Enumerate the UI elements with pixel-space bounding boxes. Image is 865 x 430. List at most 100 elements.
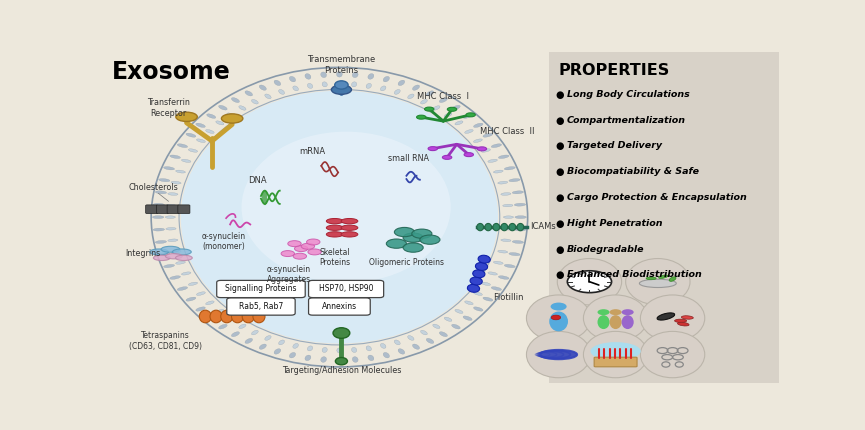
Ellipse shape: [407, 94, 414, 99]
Ellipse shape: [293, 344, 298, 348]
Ellipse shape: [625, 258, 690, 305]
Ellipse shape: [517, 224, 523, 231]
Ellipse shape: [407, 335, 414, 340]
Text: ●: ●: [556, 116, 565, 126]
Ellipse shape: [232, 98, 240, 102]
Text: Compartmentalization: Compartmentalization: [567, 116, 686, 125]
Ellipse shape: [497, 250, 508, 253]
Ellipse shape: [670, 277, 676, 281]
Ellipse shape: [232, 310, 244, 323]
Ellipse shape: [215, 121, 224, 125]
Text: Rab5, Rab7: Rab5, Rab7: [239, 302, 283, 311]
Ellipse shape: [503, 216, 514, 218]
Text: ●: ●: [556, 141, 565, 151]
Text: Signalling Proteins: Signalling Proteins: [225, 285, 297, 294]
Ellipse shape: [465, 129, 473, 133]
Ellipse shape: [177, 144, 188, 147]
Ellipse shape: [265, 94, 271, 99]
Ellipse shape: [473, 292, 483, 295]
Circle shape: [551, 315, 561, 320]
Ellipse shape: [321, 357, 326, 362]
Ellipse shape: [293, 86, 298, 91]
Text: MHC Class  I: MHC Class I: [417, 92, 470, 101]
Ellipse shape: [640, 332, 705, 378]
Ellipse shape: [293, 253, 306, 259]
Text: HSP70, HSP90: HSP70, HSP90: [319, 285, 374, 294]
Ellipse shape: [189, 149, 197, 152]
Ellipse shape: [351, 82, 356, 87]
Ellipse shape: [527, 332, 591, 378]
Ellipse shape: [195, 123, 205, 127]
Ellipse shape: [491, 144, 502, 147]
Circle shape: [551, 303, 567, 310]
Ellipse shape: [465, 301, 473, 305]
Ellipse shape: [509, 252, 520, 256]
Ellipse shape: [279, 340, 285, 345]
Ellipse shape: [394, 340, 400, 345]
Ellipse shape: [675, 319, 687, 322]
Ellipse shape: [478, 255, 490, 263]
Ellipse shape: [426, 91, 434, 96]
Ellipse shape: [186, 297, 195, 301]
Ellipse shape: [170, 155, 181, 159]
Ellipse shape: [158, 252, 170, 256]
Ellipse shape: [321, 72, 326, 77]
Ellipse shape: [252, 330, 259, 335]
Text: ●: ●: [556, 90, 565, 100]
Text: Cargo Protection & Encapsulation: Cargo Protection & Encapsulation: [567, 193, 746, 202]
Ellipse shape: [497, 181, 508, 184]
Ellipse shape: [307, 83, 313, 89]
Ellipse shape: [336, 357, 348, 365]
Text: Targeting/Adhesion Molecules: Targeting/Adhesion Molecules: [282, 366, 401, 375]
Ellipse shape: [163, 264, 175, 267]
Ellipse shape: [336, 81, 342, 86]
Ellipse shape: [512, 240, 523, 243]
Ellipse shape: [463, 316, 472, 320]
Ellipse shape: [420, 330, 427, 335]
Ellipse shape: [447, 108, 457, 111]
Ellipse shape: [488, 159, 497, 163]
Text: Enhanced Biodistribution: Enhanced Biodistribution: [567, 270, 702, 280]
Ellipse shape: [153, 203, 164, 206]
Ellipse shape: [242, 310, 254, 323]
Ellipse shape: [466, 113, 476, 117]
Text: Oligomeric Proteins: Oligomeric Proteins: [369, 258, 444, 267]
Ellipse shape: [265, 335, 271, 340]
Ellipse shape: [658, 275, 668, 279]
Ellipse shape: [509, 178, 520, 182]
Ellipse shape: [182, 272, 191, 275]
Ellipse shape: [181, 91, 498, 344]
Text: Long Body Circulations: Long Body Circulations: [567, 90, 689, 98]
Ellipse shape: [515, 216, 527, 218]
Ellipse shape: [473, 139, 483, 142]
Circle shape: [598, 309, 610, 315]
FancyBboxPatch shape: [549, 52, 778, 383]
Ellipse shape: [352, 357, 358, 362]
Ellipse shape: [168, 193, 178, 195]
Text: Skeletal
Proteins: Skeletal Proteins: [319, 248, 350, 267]
Ellipse shape: [501, 193, 511, 195]
Ellipse shape: [336, 71, 343, 77]
Ellipse shape: [515, 228, 526, 231]
Ellipse shape: [657, 313, 675, 320]
Text: Exosome: Exosome: [112, 60, 230, 84]
Ellipse shape: [227, 317, 234, 321]
Ellipse shape: [473, 307, 483, 311]
Ellipse shape: [639, 279, 676, 288]
Ellipse shape: [189, 282, 197, 286]
Ellipse shape: [394, 89, 400, 94]
Text: α-synuclein
(monomer): α-synuclein (monomer): [202, 232, 246, 252]
Ellipse shape: [368, 355, 374, 361]
Ellipse shape: [467, 284, 479, 292]
Ellipse shape: [622, 315, 634, 329]
Ellipse shape: [279, 89, 285, 94]
Ellipse shape: [549, 311, 568, 332]
Ellipse shape: [221, 310, 233, 323]
Ellipse shape: [493, 170, 503, 173]
Ellipse shape: [504, 264, 516, 267]
Ellipse shape: [465, 153, 473, 157]
Ellipse shape: [366, 346, 371, 351]
Ellipse shape: [677, 322, 689, 326]
Ellipse shape: [515, 203, 526, 206]
Ellipse shape: [583, 295, 648, 341]
